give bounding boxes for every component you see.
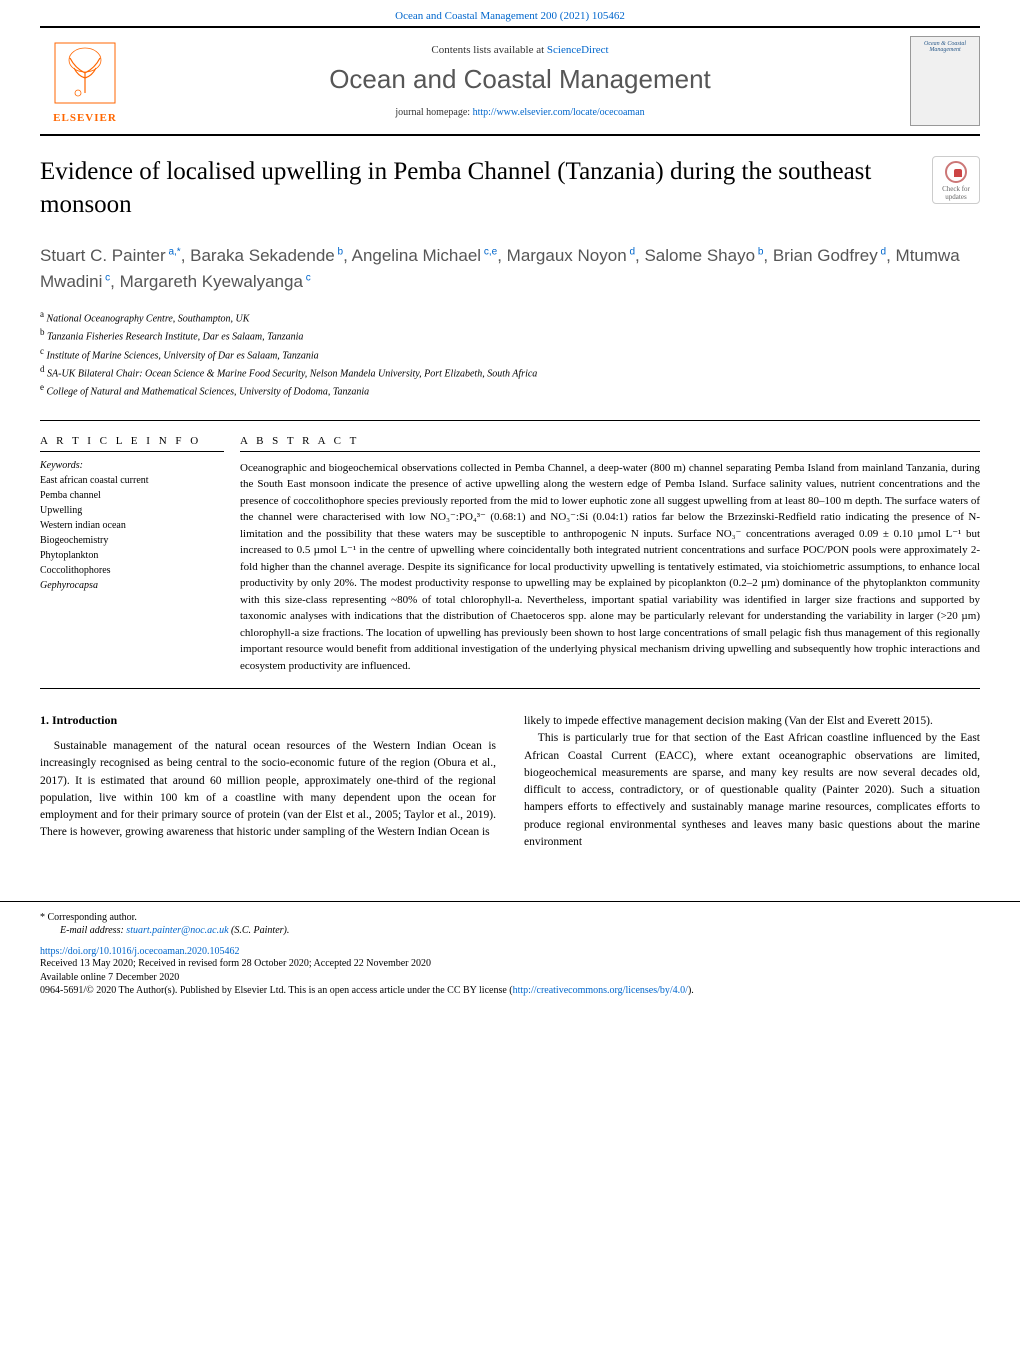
check-updates-icon [945, 161, 967, 183]
contents-prefix: Contents lists available at [431, 44, 546, 56]
available-date: Available online 7 December 2020 [40, 971, 980, 985]
author-affil-sup: b [755, 246, 763, 257]
keyword: Pemba channel [40, 488, 224, 503]
abstract-text: Oceanographic and biogeochemical observa… [240, 460, 980, 675]
info-abstract-row: A R T I C L E I N F O Keywords: East afr… [40, 420, 980, 690]
intro-text-right: likely to impede effective management de… [524, 713, 980, 851]
article-history: Received 13 May 2020; Received in revise… [40, 957, 980, 971]
author: Angelina Michael c,e [352, 246, 498, 265]
author-affil-sup: c [102, 272, 110, 283]
sciencedirect-link[interactable]: ScienceDirect [547, 44, 609, 56]
check-updates-label: Check for updates [942, 185, 970, 201]
homepage-prefix: journal homepage: [395, 107, 472, 118]
intro-heading: 1. Introduction [40, 713, 496, 728]
license-suffix: ). [688, 985, 694, 996]
corresponding-author: * Corresponding author. [40, 912, 980, 923]
left-column: 1. Introduction Sustainable management o… [40, 713, 496, 851]
journal-header: ELSEVIER Contents lists available at Sci… [40, 26, 980, 136]
intro-paragraph-1: Sustainable management of the natural oc… [40, 738, 496, 842]
keyword: Gephyrocapsa [40, 578, 224, 593]
doi-link[interactable]: https://doi.org/10.1016/j.ocecoaman.2020… [40, 946, 240, 957]
author: Salome Shayo b [644, 246, 763, 265]
affiliation: a National Oceanography Centre, Southamp… [40, 308, 980, 326]
journal-cover-thumbnail: Ocean & Coastal Management [910, 36, 980, 126]
doi-line: https://doi.org/10.1016/j.ocecoaman.2020… [40, 946, 980, 957]
author-affil-sup: d [878, 246, 886, 257]
abstract-column: A B S T R A C T Oceanographic and biogeo… [240, 421, 980, 689]
author: Baraka Sekadende b [190, 246, 343, 265]
intro-paragraph-2a: likely to impede effective management de… [524, 713, 980, 730]
affiliation: d SA-UK Bilateral Chair: Ocean Science &… [40, 363, 980, 381]
article-info: A R T I C L E I N F O Keywords: East afr… [40, 421, 240, 689]
header-center: Contents lists available at ScienceDirec… [130, 44, 910, 118]
license-link[interactable]: http://creativecommons.org/licenses/by/4… [513, 985, 688, 996]
right-column: likely to impede effective management de… [524, 713, 980, 851]
intro-paragraph-2b: This is particularly true for that secti… [524, 730, 980, 851]
keywords-list: East african coastal currentPemba channe… [40, 473, 224, 593]
keyword: Biogeochemistry [40, 533, 224, 548]
author-affil-sup: c,e [481, 246, 497, 257]
author: Stuart C. Painter a,* [40, 246, 181, 265]
author-affil-sup: b [335, 246, 343, 257]
main-content-columns: 1. Introduction Sustainable management o… [40, 713, 980, 851]
author-affil-sup: a,* [166, 246, 181, 257]
keyword: Phytoplankton [40, 548, 224, 563]
elsevier-text: ELSEVIER [40, 112, 130, 124]
elsevier-tree-icon [50, 38, 120, 108]
authors-list: Stuart C. Painter a,*, Baraka Sekadende … [40, 243, 980, 294]
author: Brian Godfrey d [773, 246, 886, 265]
homepage-link[interactable]: http://www.elsevier.com/locate/ocecoaman [473, 107, 645, 118]
article-info-heading: A R T I C L E I N F O [40, 435, 224, 452]
intro-text-left: Sustainable management of the natural oc… [40, 738, 496, 842]
article-footer: * Corresponding author. E-mail address: … [0, 901, 1020, 1006]
email-line: E-mail address: stuart.painter@noc.ac.uk… [40, 925, 980, 936]
license-line: 0964-5691/© 2020 The Author(s). Publishe… [40, 985, 980, 996]
email-suffix: (S.C. Painter). [229, 925, 290, 936]
keyword: Coccolithophores [40, 563, 224, 578]
author-email[interactable]: stuart.painter@noc.ac.uk [126, 925, 228, 936]
journal-name: Ocean and Coastal Management [130, 64, 910, 95]
keywords-label: Keywords: [40, 460, 224, 471]
check-updates-badge[interactable]: Check for updates [932, 156, 980, 204]
keyword: Western indian ocean [40, 518, 224, 533]
author-affil-sup: d [627, 246, 635, 257]
affiliation: c Institute of Marine Sciences, Universi… [40, 345, 980, 363]
elsevier-logo: ELSEVIER [40, 38, 130, 124]
affiliation: e College of Natural and Mathematical Sc… [40, 381, 980, 399]
affiliation: b Tanzania Fisheries Research Institute,… [40, 326, 980, 344]
cover-thumb-title: Ocean & Coastal Management [915, 41, 975, 53]
affiliations-list: a National Oceanography Centre, Southamp… [40, 308, 980, 400]
author-affil-sup: c [303, 272, 311, 283]
keyword: East african coastal current [40, 473, 224, 488]
abstract-heading: A B S T R A C T [240, 435, 980, 452]
article-title: Evidence of localised upwelling in Pemba… [40, 156, 980, 221]
keyword: Upwelling [40, 503, 224, 518]
author: Margaux Noyon d [507, 246, 635, 265]
contents-line: Contents lists available at ScienceDirec… [130, 44, 910, 56]
email-label: E-mail address: [60, 925, 126, 936]
license-prefix: 0964-5691/© 2020 The Author(s). Publishe… [40, 985, 513, 996]
journal-citation[interactable]: Ocean and Coastal Management 200 (2021) … [0, 0, 1020, 26]
homepage-line: journal homepage: http://www.elsevier.co… [130, 107, 910, 118]
author: Margareth Kyewalyanga c [120, 272, 311, 291]
